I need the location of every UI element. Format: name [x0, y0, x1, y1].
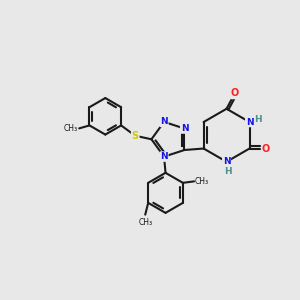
- Text: CH₃: CH₃: [138, 218, 152, 226]
- Text: CH₃: CH₃: [64, 124, 78, 133]
- Text: N: N: [160, 152, 168, 161]
- Text: S: S: [132, 131, 139, 141]
- Text: O: O: [231, 88, 239, 98]
- Text: N: N: [246, 118, 253, 127]
- Text: CH₃: CH₃: [195, 177, 209, 186]
- Text: H: H: [254, 115, 262, 124]
- Text: H: H: [224, 167, 232, 176]
- Text: N: N: [160, 117, 168, 126]
- Text: O: O: [262, 143, 270, 154]
- Text: N: N: [181, 124, 188, 133]
- Text: N: N: [223, 157, 230, 166]
